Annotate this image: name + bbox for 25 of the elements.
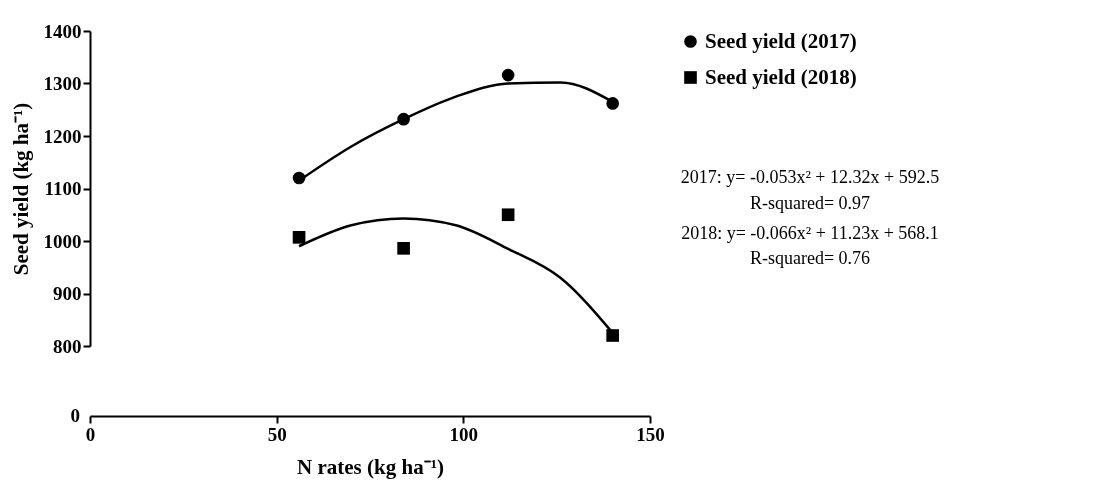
text: 0 bbox=[70, 405, 80, 426]
point bbox=[397, 242, 410, 255]
text: 2017: y= -0.053x² + 12.32x + 592.5 bbox=[680, 167, 940, 187]
legend-label: Seed yield (2017) bbox=[705, 28, 857, 53]
x-axis-title: N rates (kg ha⁻¹) bbox=[297, 454, 444, 479]
y-tick-label: 1200 bbox=[43, 125, 82, 147]
point bbox=[606, 329, 619, 342]
text: R-squared= 0.97 bbox=[749, 193, 871, 213]
y-tick-label: 1000 bbox=[43, 230, 82, 252]
text: R-squared= 0.76 bbox=[749, 248, 871, 268]
legend-label: Seed yield (2018) bbox=[705, 64, 857, 89]
y-tick-label: 1300 bbox=[43, 73, 82, 94]
y-axis-title: Seed yield (kg ha⁻¹) bbox=[8, 102, 33, 276]
x-tick-label: 100 bbox=[449, 423, 479, 445]
y-tick-label: 900 bbox=[53, 283, 82, 304]
x-tick-label: 150 bbox=[636, 423, 665, 445]
point bbox=[501, 68, 515, 82]
text: 2018: y= -0.066x² + 11.23x + 568.1 bbox=[681, 223, 939, 243]
y-tick-label: 1400 bbox=[43, 20, 82, 42]
point bbox=[501, 208, 515, 222]
x-tick-label: 50 bbox=[267, 423, 287, 445]
y-tick-label: 800 bbox=[53, 335, 82, 357]
x-tick-label: 0 bbox=[85, 423, 96, 445]
y-tick-label: 1100 bbox=[44, 178, 82, 199]
point bbox=[292, 231, 306, 244]
